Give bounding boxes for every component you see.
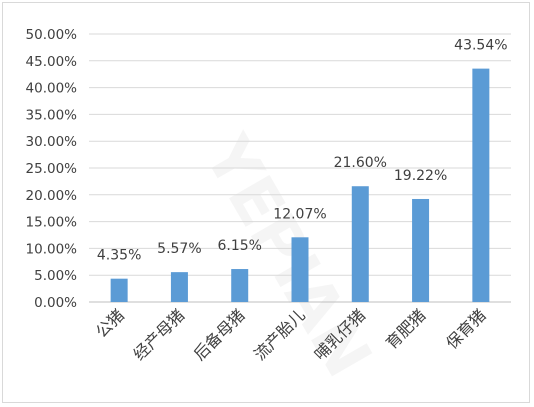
bar <box>170 272 188 302</box>
category-label: 经产母猪 <box>130 305 189 364</box>
data-labels: 4.35% 5.57% 6.15% 12.07% 21.60% 19.22% 43.54% <box>97 38 508 264</box>
data-label: 43.54% <box>454 38 507 54</box>
y-tick-label: 45.00% <box>26 54 78 70</box>
bar <box>291 237 309 302</box>
y-tick-label: 50.00% <box>26 27 78 43</box>
bar <box>472 68 490 302</box>
y-tick-label: 25.00% <box>26 161 78 177</box>
bars <box>110 68 490 302</box>
chart-frame: YEPIAN 0.00% 5.00% 10.00% 15.00% 20.00% 25.00… <box>2 2 530 403</box>
bar <box>231 269 249 302</box>
y-tick-label: 15.00% <box>26 215 78 231</box>
bar <box>110 278 128 302</box>
y-tick-label: 40.00% <box>26 81 78 97</box>
data-label: 4.35% <box>97 248 141 264</box>
bar-chart: YEPIAN 0.00%5.00%10.00%15.00%20.00%25.00… <box>26 27 511 390</box>
y-tick-label: 0.00% <box>34 295 77 311</box>
bar <box>351 186 369 302</box>
data-label: 6.15% <box>217 238 261 254</box>
x-axis-categories: 公猪 经产母猪 后备母猪 流产胎儿 哺乳仔猪 育肥猪 保育猪 <box>92 305 490 364</box>
category-label: 公猪 <box>92 305 128 341</box>
data-label: 5.57% <box>157 241 201 257</box>
y-tick-label: 10.00% <box>26 241 78 257</box>
y-axis-ticks: 0.00% 5.00% 10.00% 15.00% 20.00% 25.00% 30.00%… <box>26 27 78 311</box>
data-label: 12.07% <box>273 206 326 222</box>
category-label: 保育猪 <box>442 305 489 352</box>
data-label: 21.60% <box>334 155 387 171</box>
y-tick-label: 30.00% <box>26 134 78 150</box>
y-tick-label: 35.00% <box>26 107 78 123</box>
data-label: 19.22% <box>394 168 447 184</box>
bar <box>412 198 430 302</box>
y-tick-label: 5.00% <box>34 268 77 284</box>
category-label: 育肥猪 <box>382 305 429 352</box>
category-label: 后备母猪 <box>190 305 249 364</box>
y-tick-label: 20.00% <box>26 188 78 204</box>
